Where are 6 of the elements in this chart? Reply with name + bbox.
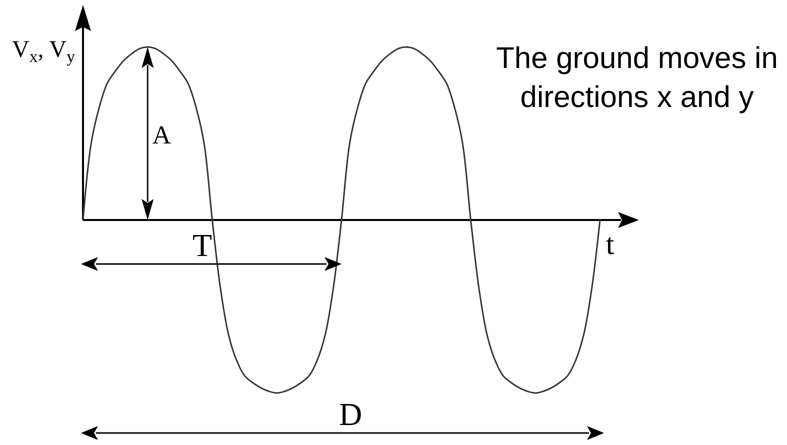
- text: D: [338, 396, 362, 432]
- x-axis-title: t: [606, 228, 615, 261]
- annotation: T: [192, 227, 212, 263]
- annotation: A: [152, 120, 172, 150]
- y-axis-title: V$_{x}$, V$_{y}$: [12, 37, 76, 66]
- annotation: The ground moves in directions x and y: [496, 42, 778, 114]
